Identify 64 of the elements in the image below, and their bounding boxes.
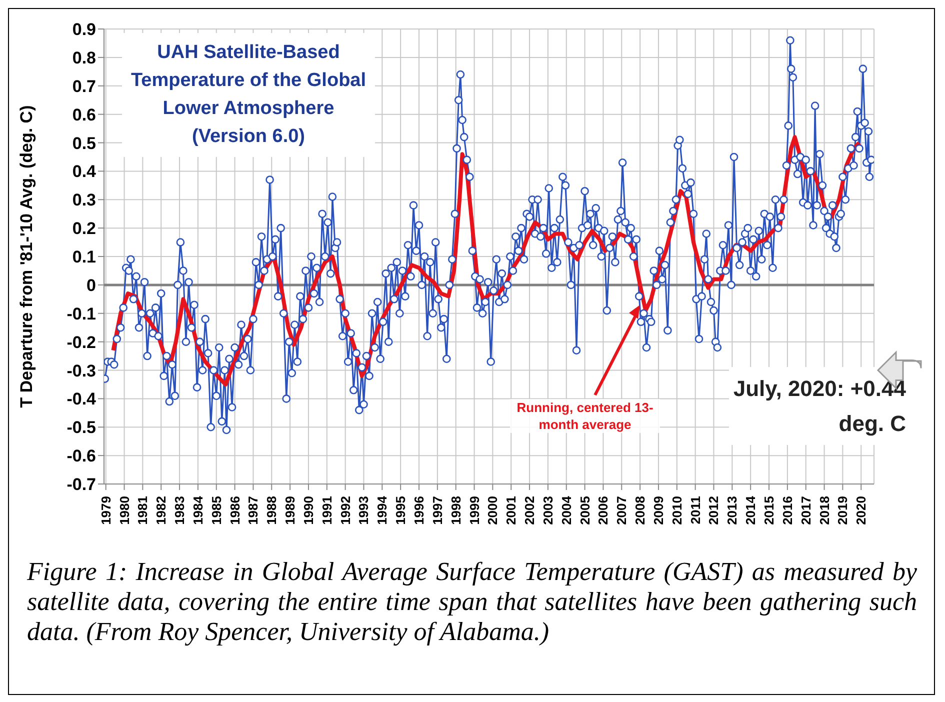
x-tick-label: 1997 (430, 496, 445, 525)
x-tick-label: 1990 (300, 496, 316, 525)
x-tick-label: 1986 (227, 496, 242, 525)
y-tick-label: 0.5 (72, 134, 96, 153)
annotation: Running, centered 13-month average (510, 399, 660, 433)
x-tick-label: 2003 (540, 496, 556, 525)
x-tick-label: 2017 (798, 496, 814, 525)
x-tick-label: 2014 (743, 495, 758, 525)
text: UAH Satellite-Based Temperature of the Global Lower Atmosphere (Version 6.0) (122, 33, 375, 157)
y-tick-label: 0.4 (72, 162, 97, 182)
x-tick-label: 1993 (356, 496, 372, 525)
x-tick-label: 2020 (854, 496, 869, 525)
y-tick-label: 0.3 (72, 190, 96, 210)
caption: Figure 1: Increase in Global Average Surface Temperature (GAST) as measured by satellite data, covering the entire time span that satellites have been gathering such data. (From Roy Spencer, University of Alabama.) (27, 557, 917, 647)
x-tick-label: 1991 (319, 496, 334, 525)
x-tick-label: 2006 (596, 496, 611, 525)
x-tick-label: 2015 (762, 496, 776, 525)
x-tick-label: 2019 (835, 496, 850, 525)
x-tick-label: 1988 (264, 496, 280, 525)
x-tick-label: 1983 (172, 496, 188, 525)
y-axis-title: T Departure from '81-'10 Avg. (deg. C) (17, 105, 36, 408)
y-tick-label: -0.7 (66, 475, 96, 494)
annotation: July, 2020: +0.44 deg. C (729, 367, 908, 445)
x-tick-label: 2013 (724, 496, 740, 525)
x-tick-label: 1996 (412, 496, 426, 525)
x-tick-label: 1999 (466, 496, 482, 525)
x-tick-label: 2001 (504, 496, 519, 525)
y-tick-label: -0.2 (66, 332, 96, 352)
x-tick-label: 2011 (688, 496, 703, 524)
y-tick-label: -0.3 (66, 361, 96, 380)
x-tick-label: 1984 (190, 495, 206, 525)
x-tick-label: 2000 (485, 496, 500, 525)
x-tick-label: 2010 (669, 496, 684, 525)
y-tick-label: -0.4 (66, 390, 97, 409)
x-tick-label: 1998 (448, 496, 464, 525)
y-tick-label: -0.5 (66, 418, 96, 438)
x-tick-label: 1989 (282, 496, 298, 525)
x-tick-label: 1980 (116, 496, 132, 525)
y-tick-label: 0.8 (72, 48, 96, 68)
x-tick-label: 2012 (706, 496, 722, 525)
y-tick-label: 0.6 (72, 105, 96, 124)
x-tick-label: 2004 (558, 495, 574, 525)
x-tick-label: 2008 (632, 496, 648, 525)
x-tick-label: 2018 (816, 496, 832, 525)
x-tick-label: 1981 (135, 496, 150, 525)
x-tick-label: 1982 (154, 496, 169, 525)
y-tick-label: 0.1 (72, 248, 96, 267)
x-tick-label: 1985 (208, 496, 224, 525)
y-tick-label: -0.1 (66, 304, 96, 324)
x-tick-label: 1979 (98, 496, 114, 525)
x-tick-label: 2007 (614, 496, 630, 525)
y-tick-label: 0 (86, 276, 96, 295)
x-tick-label: 2009 (650, 496, 666, 525)
y-tick-label: 0.7 (72, 76, 96, 96)
x-tick-label: 1992 (338, 496, 353, 525)
x-tick-label: 2016 (780, 496, 795, 525)
x-tick-label: 2005 (577, 496, 592, 525)
x-tick-label: 1995 (393, 496, 408, 525)
x-tick-label: 1994 (374, 495, 390, 525)
y-tick-label: -0.6 (66, 446, 96, 466)
x-tick-label: 2002 (522, 496, 538, 525)
x-tick-label: 1987 (246, 496, 261, 525)
y-tick-label: 0.2 (72, 219, 96, 238)
y-tick-label: 0.9 (72, 20, 96, 40)
